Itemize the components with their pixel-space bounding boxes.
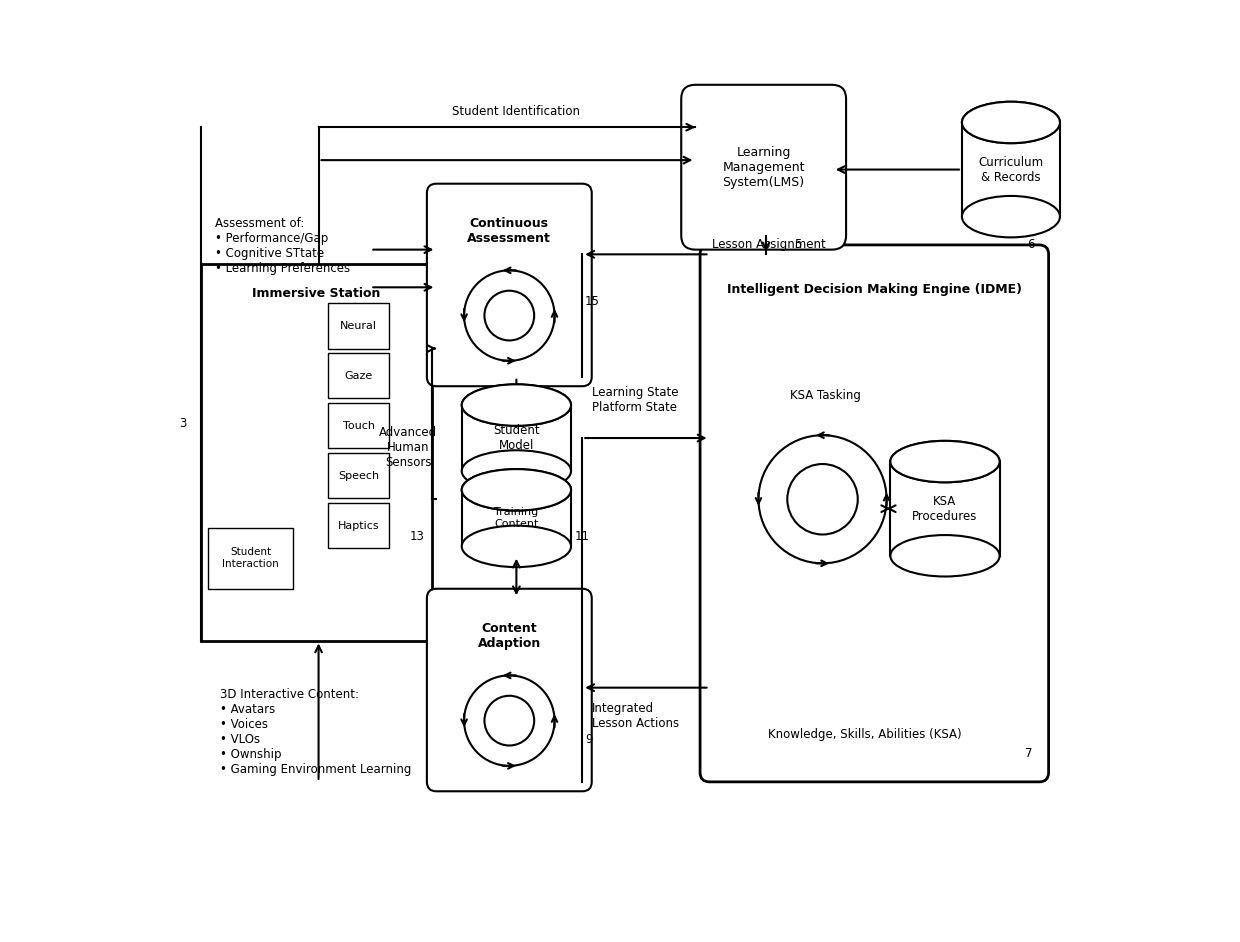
Text: 9: 9	[585, 733, 593, 746]
FancyBboxPatch shape	[681, 85, 846, 250]
Text: Neural: Neural	[340, 321, 377, 331]
Ellipse shape	[890, 441, 999, 482]
Bar	[208, 528, 293, 589]
Text: 15: 15	[585, 295, 600, 308]
Text: Knowledge, Skills, Abilities (KSA): Knowledge, Skills, Abilities (KSA)	[768, 728, 962, 741]
Ellipse shape	[461, 384, 570, 426]
Text: Continuous
Assessment: Continuous Assessment	[467, 217, 552, 245]
Text: Assessment of:
• Performance/Gap
• Cognitive STtate
• Learning Preferences: Assessment of: • Performance/Gap • Cogni…	[215, 217, 350, 275]
Ellipse shape	[461, 469, 570, 511]
Ellipse shape	[890, 441, 999, 482]
Ellipse shape	[962, 196, 1060, 237]
Text: KSA Tasking: KSA Tasking	[790, 389, 861, 402]
Text: Intelligent Decision Making Engine (IDME): Intelligent Decision Making Engine (IDME…	[727, 283, 1022, 296]
Text: 11: 11	[575, 530, 590, 544]
Text: Learning
Management
System(LMS): Learning Management System(LMS)	[723, 146, 805, 188]
Text: 3D Interactive Content:
• Avatars
• Voices
• VLOs
• Ownship
• Gaming Environment: 3D Interactive Content: • Avatars • Voic…	[219, 688, 410, 775]
Text: Integrated
Lesson Actions: Integrated Lesson Actions	[591, 702, 678, 730]
Text: Content
Adaption: Content Adaption	[477, 622, 541, 650]
Text: 6: 6	[1027, 238, 1034, 252]
Text: Training
Content: Training Content	[495, 508, 538, 528]
Text: Haptics: Haptics	[337, 521, 379, 530]
Text: KSA
Procedures: KSA Procedures	[913, 495, 977, 523]
Text: Learning State
Platform State: Learning State Platform State	[591, 386, 678, 414]
Text: 3: 3	[180, 417, 187, 430]
Bar	[201, 264, 432, 641]
Text: Touch: Touch	[342, 421, 374, 430]
Text: Curriculum
& Records: Curriculum & Records	[978, 155, 1044, 184]
FancyBboxPatch shape	[701, 245, 1049, 782]
Bar	[461, 490, 570, 546]
Text: 7: 7	[1025, 747, 1033, 760]
FancyBboxPatch shape	[427, 589, 591, 791]
Ellipse shape	[461, 469, 570, 511]
Ellipse shape	[461, 450, 570, 492]
FancyBboxPatch shape	[427, 184, 591, 386]
Text: Immersive Station: Immersive Station	[252, 287, 381, 300]
Bar	[890, 462, 999, 556]
Ellipse shape	[962, 102, 1060, 143]
Ellipse shape	[461, 526, 570, 567]
Bar	[327, 353, 389, 398]
Bar	[327, 403, 389, 448]
Bar	[327, 453, 389, 498]
Text: Student Identification: Student Identification	[453, 105, 580, 118]
Bar	[962, 122, 1060, 217]
Text: Speech: Speech	[339, 471, 379, 480]
Text: Student
Interaction: Student Interaction	[222, 547, 279, 569]
Text: Advanced
Human
Sensors: Advanced Human Sensors	[379, 426, 438, 469]
Text: 13: 13	[410, 530, 425, 544]
Ellipse shape	[461, 384, 570, 426]
Text: Gaze: Gaze	[345, 371, 373, 381]
Ellipse shape	[890, 535, 999, 577]
Text: 5: 5	[795, 238, 801, 252]
Bar	[461, 405, 570, 471]
Text: Student
Model: Student Model	[494, 424, 539, 452]
Text: Lesson Assignment: Lesson Assignment	[712, 238, 826, 252]
Ellipse shape	[962, 102, 1060, 143]
Bar	[327, 303, 389, 349]
Bar	[327, 503, 389, 548]
